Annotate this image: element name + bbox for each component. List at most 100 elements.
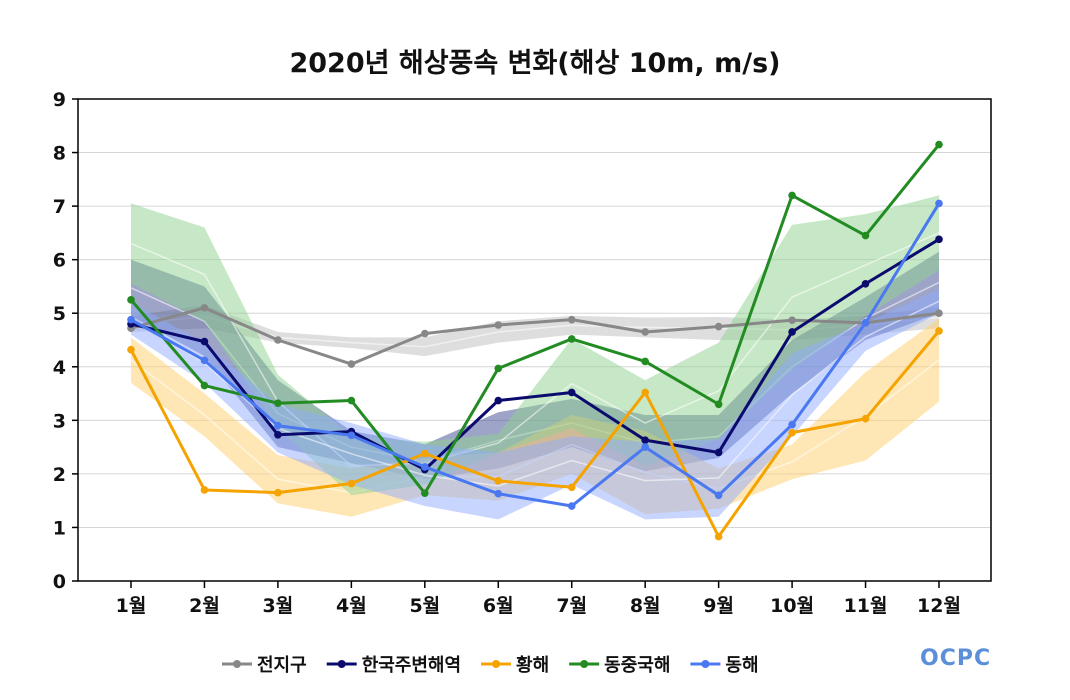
legend-label: 전지구 [257,655,307,676]
legend-item: 동해 [690,655,759,676]
data-point [641,388,649,397]
data-point [714,322,723,331]
data-point [494,477,503,485]
series-line [130,238,940,472]
x-tick-label: 9월 [703,595,734,617]
data-point [274,488,282,497]
y-tick-label: 0 [53,571,66,593]
data-point [421,329,429,338]
legend-marker [701,660,710,668]
data-point [935,199,943,208]
legend-label: 황해 [516,655,549,676]
x-axis-ticks: 1월 2월 3월 4월 5월 6월 7월 8월 9월 10월 11월 12월 [116,581,961,617]
x-tick-label: 11월 [844,595,888,617]
series-line [130,202,941,508]
legend-label: 동중국해 [604,655,670,676]
data-point [714,400,723,409]
data-point [200,486,209,494]
data-point [935,327,943,335]
y-tick-label: 9 [53,89,66,111]
y-tick-label: 2 [53,464,66,486]
x-tick-label: 8월 [630,595,661,617]
data-point [861,279,870,288]
series-line [130,306,940,366]
data-point [274,399,282,407]
data-point [200,304,209,312]
data-point [935,140,943,149]
data-point [567,388,576,397]
x-tick-label: 4월 [336,595,367,617]
y-tick-label: 8 [53,143,66,165]
x-tick-label: 3월 [263,595,294,617]
data-point [861,319,870,327]
data-point [274,430,282,439]
x-tick-label: 12월 [917,595,961,617]
data-point [714,491,723,500]
band-center-동중국해 [130,232,940,467]
data-point [421,489,429,497]
data-point [788,428,796,437]
series-전지구 [127,304,943,368]
series-동중국해 [127,140,943,497]
data-point [200,356,209,365]
data-point [200,337,209,346]
data-point [714,448,723,457]
data-point [641,357,649,366]
data-point [567,335,576,343]
series-lines [127,140,943,541]
data-point [127,296,135,304]
x-tick-label: 7월 [556,595,587,617]
data-point [641,443,649,451]
data-point [788,420,796,429]
y-tick-label: 3 [53,410,66,432]
data-point [788,191,796,200]
data-point [861,231,870,240]
legend-label: 동해 [725,655,758,676]
y-tick-label: 6 [53,250,66,272]
legend-item: 황해 [481,655,549,676]
series-line [129,329,941,539]
data-point [567,483,576,492]
legend-marker [580,660,589,668]
band-동해 [131,289,939,520]
data-point [494,364,503,373]
legend: 전지구 한국주변해역 황해 동중국해 동해 [222,655,759,676]
y-tick-label: 1 [53,517,66,539]
legend-item: 전지구 [222,655,307,676]
data-point [641,328,649,336]
data-point [861,414,870,423]
data-point [347,360,356,368]
data-point [567,315,576,324]
y-tick-label: 7 [53,196,66,218]
data-point [127,345,135,354]
y-tick-label: 5 [53,303,66,325]
legend-item: 동중국해 [569,655,670,676]
data-point [200,381,209,390]
data-point [567,502,576,510]
data-point [347,396,356,405]
data-point [494,396,503,405]
data-point [714,532,723,541]
plot-frame [77,98,992,582]
legend-label: 한국주변해역 [362,655,461,676]
legend-marker [492,660,501,668]
x-tick-label: 6월 [483,595,514,617]
data-point [347,431,356,440]
chart-title: 2020년 해상풍속 변화(해상 10m, m/s) [289,48,780,79]
y-tick-label: 4 [53,357,66,379]
x-tick-label: 10월 [770,595,814,617]
uncertainty-bands [130,195,940,520]
data-point [347,479,356,488]
x-tick-label: 5월 [409,595,440,617]
data-point [421,449,429,458]
data-point [788,316,796,324]
ocpc-logo-text: OCPC [920,646,991,671]
data-point [935,309,943,318]
data-point [494,489,503,498]
data-point [274,336,282,344]
ocpc-logo: OCPC [920,646,991,671]
data-point [127,315,135,324]
legend-marker [233,660,241,668]
x-tick-label: 1월 [116,595,147,617]
